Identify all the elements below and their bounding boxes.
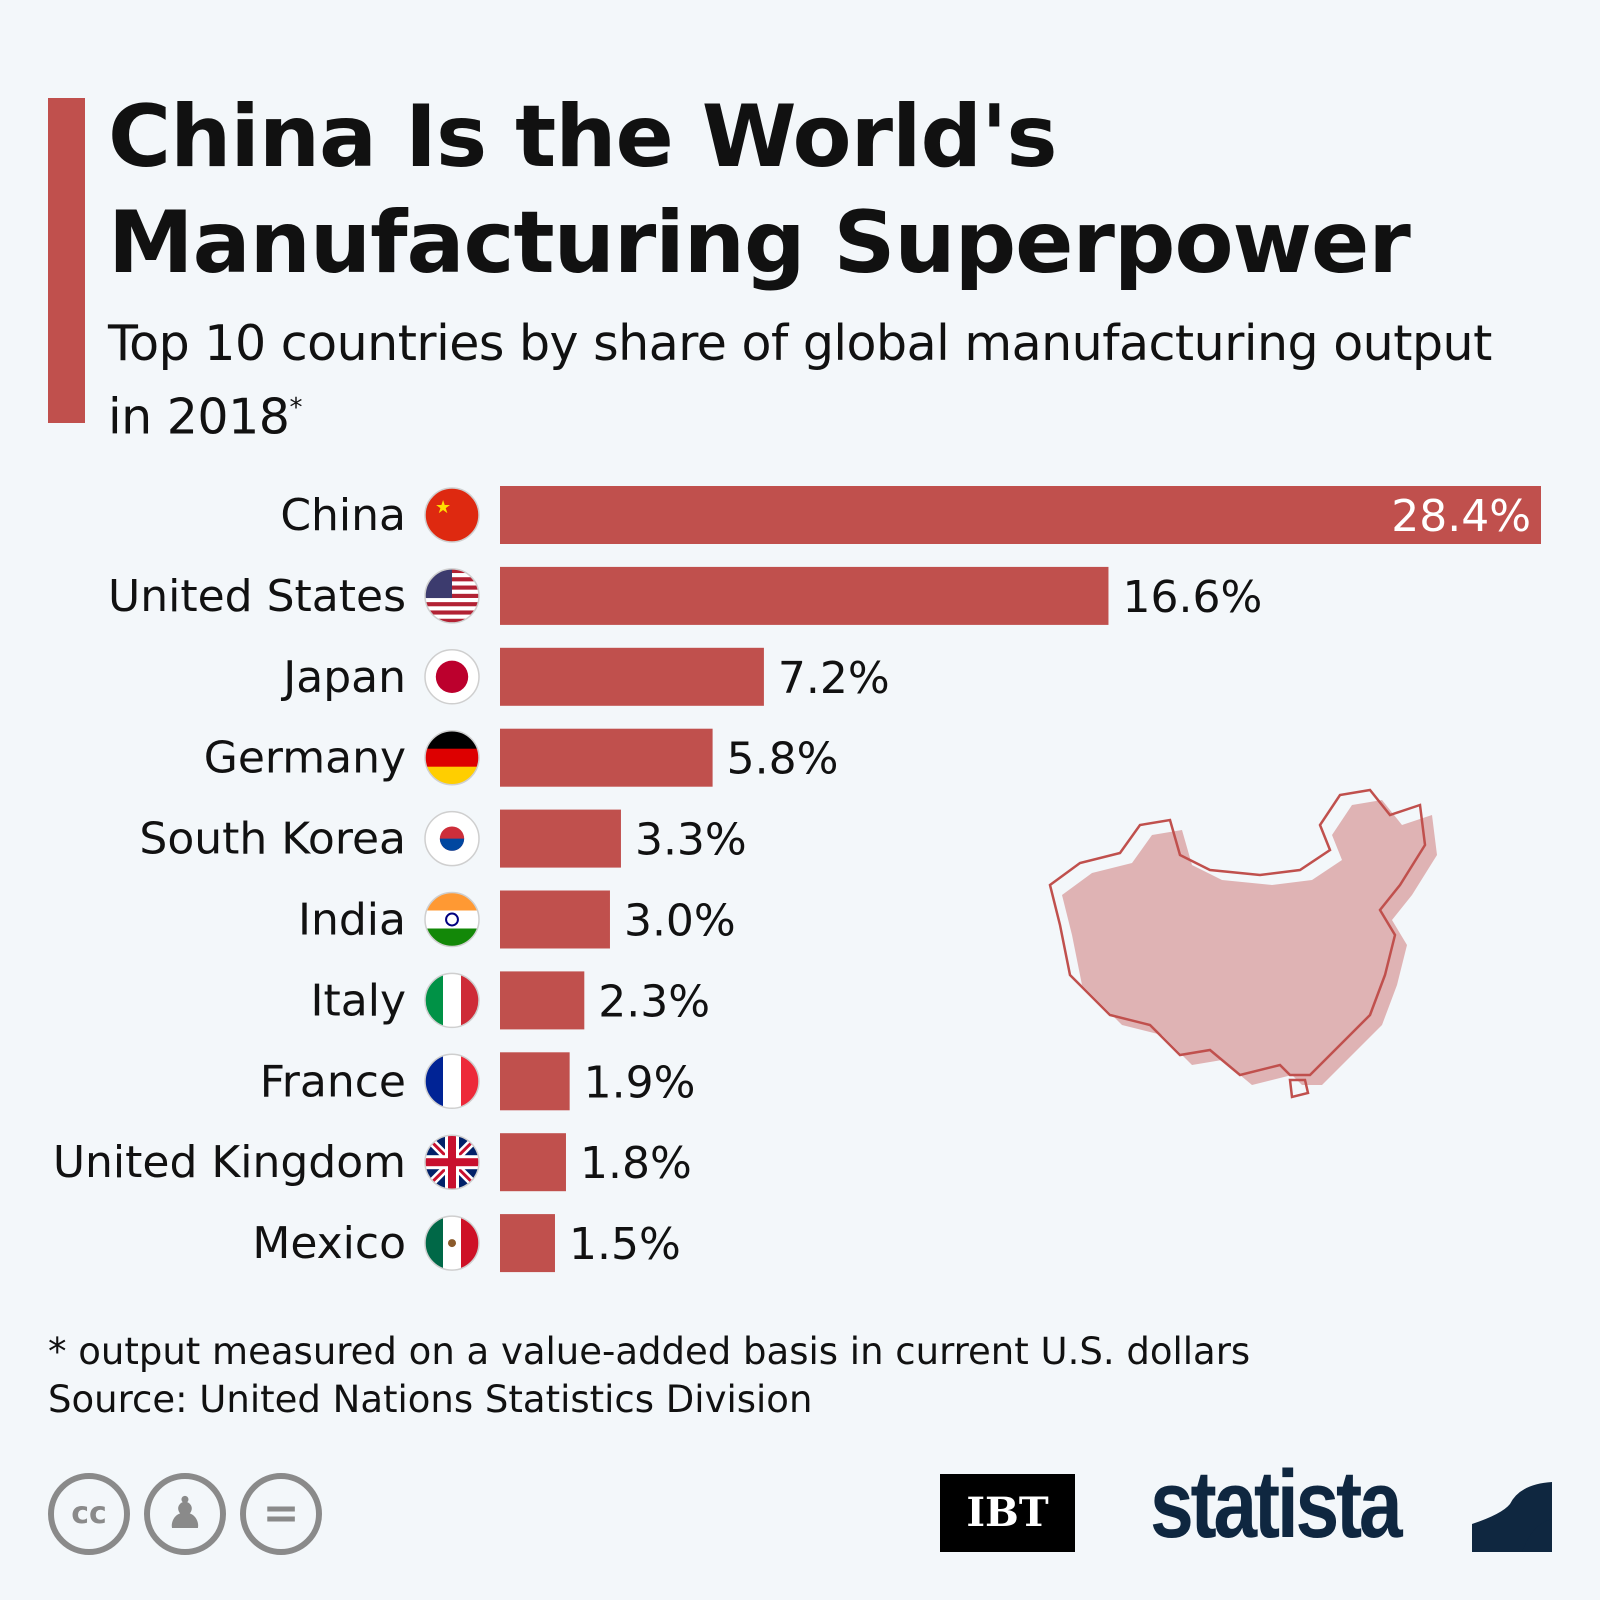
bar-row: Italy 2.3% xyxy=(311,971,710,1030)
india-flag-icon xyxy=(424,891,480,948)
italy-flag-icon xyxy=(424,972,480,1029)
south-korea-flag-icon xyxy=(424,810,480,867)
bar xyxy=(500,809,621,868)
bar xyxy=(500,1052,570,1111)
cc-icon[interactable]: cc xyxy=(48,1473,130,1555)
category-label: China xyxy=(280,490,406,541)
value-label: 1.5% xyxy=(569,1219,681,1270)
uk-flag-icon xyxy=(424,1134,480,1190)
france-flag-icon xyxy=(424,1053,480,1110)
value-label: 3.3% xyxy=(635,815,747,866)
bar-row: United Kingdom 1.8% xyxy=(53,1133,692,1192)
value-label: 1.9% xyxy=(584,1057,696,1108)
statista-logo[interactable]: statista xyxy=(1150,1451,1403,1558)
bar-row: India 3.0% xyxy=(298,890,736,949)
no-derivatives-icon[interactable]: = xyxy=(240,1473,322,1555)
bar-row: China ★ 28.4% xyxy=(280,486,1541,544)
bar-chart: China ★ 28.4% United States 16.6% Japan 7.2% Ge… xyxy=(53,486,1541,1273)
bar-row: France 1.9% xyxy=(260,1052,696,1111)
china-flag-icon: ★ xyxy=(424,487,480,543)
value-label: 28.4% xyxy=(1391,491,1531,542)
category-label: Mexico xyxy=(252,1218,406,1269)
bar-row: Japan 7.2% xyxy=(280,647,890,706)
value-label: 16.6% xyxy=(1122,572,1262,623)
subtitle-footnote-mark: * xyxy=(289,393,302,423)
bar xyxy=(500,566,1109,625)
bar xyxy=(500,486,1541,544)
cc-text: cc xyxy=(71,1496,107,1531)
bar-row: Germany 5.8% xyxy=(204,728,839,787)
source: Source: United Nations Statistics Divisi… xyxy=(48,1378,813,1421)
page-title: China Is the World's Manufacturing Super… xyxy=(108,87,1411,293)
china-map-icon xyxy=(1048,788,1437,1099)
bar-row: South Korea 3.3% xyxy=(139,809,747,868)
value-label: 1.8% xyxy=(580,1138,692,1189)
category-label: Italy xyxy=(311,975,406,1026)
ibt-logo[interactable]: IBT xyxy=(940,1474,1075,1552)
germany-flag-icon xyxy=(424,729,480,786)
usa-flag-icon xyxy=(424,568,480,624)
category-label: India xyxy=(298,895,406,946)
bar xyxy=(500,1214,555,1273)
svg-text:★: ★ xyxy=(435,497,451,518)
bar xyxy=(500,728,713,787)
value-label: 7.2% xyxy=(778,653,890,704)
value-label: 2.3% xyxy=(598,976,710,1027)
bar xyxy=(500,647,764,706)
category-label: France xyxy=(260,1056,406,1107)
bar xyxy=(500,971,585,1030)
category-label: Japan xyxy=(280,652,406,703)
category-label: South Korea xyxy=(139,814,406,865)
category-label: United Kingdom xyxy=(53,1137,406,1188)
value-label: 3.0% xyxy=(624,896,736,947)
category-label: United States xyxy=(108,571,406,622)
attribution-icon[interactable]: ♟ xyxy=(144,1473,226,1555)
bar xyxy=(500,1133,566,1192)
japan-flag-icon xyxy=(424,649,480,705)
value-label: 5.8% xyxy=(727,734,839,785)
category-label: Germany xyxy=(204,733,406,784)
footnote: * output measured on a value-added basis… xyxy=(48,1328,1250,1424)
subtitle-text: Top 10 countries by share of global manu… xyxy=(108,315,1492,446)
bar-row: Mexico 1.5% xyxy=(252,1214,681,1273)
title-accent-bar xyxy=(48,98,85,423)
statista-logo-mark-icon xyxy=(1472,1474,1552,1552)
bar-row: United States 16.6% xyxy=(108,566,1262,625)
footnote-note: * output measured on a value-added basis… xyxy=(48,1330,1251,1373)
subtitle: Top 10 countries by share of global manu… xyxy=(108,312,1508,449)
bar xyxy=(500,890,610,949)
mexico-flag-icon xyxy=(424,1215,480,1271)
